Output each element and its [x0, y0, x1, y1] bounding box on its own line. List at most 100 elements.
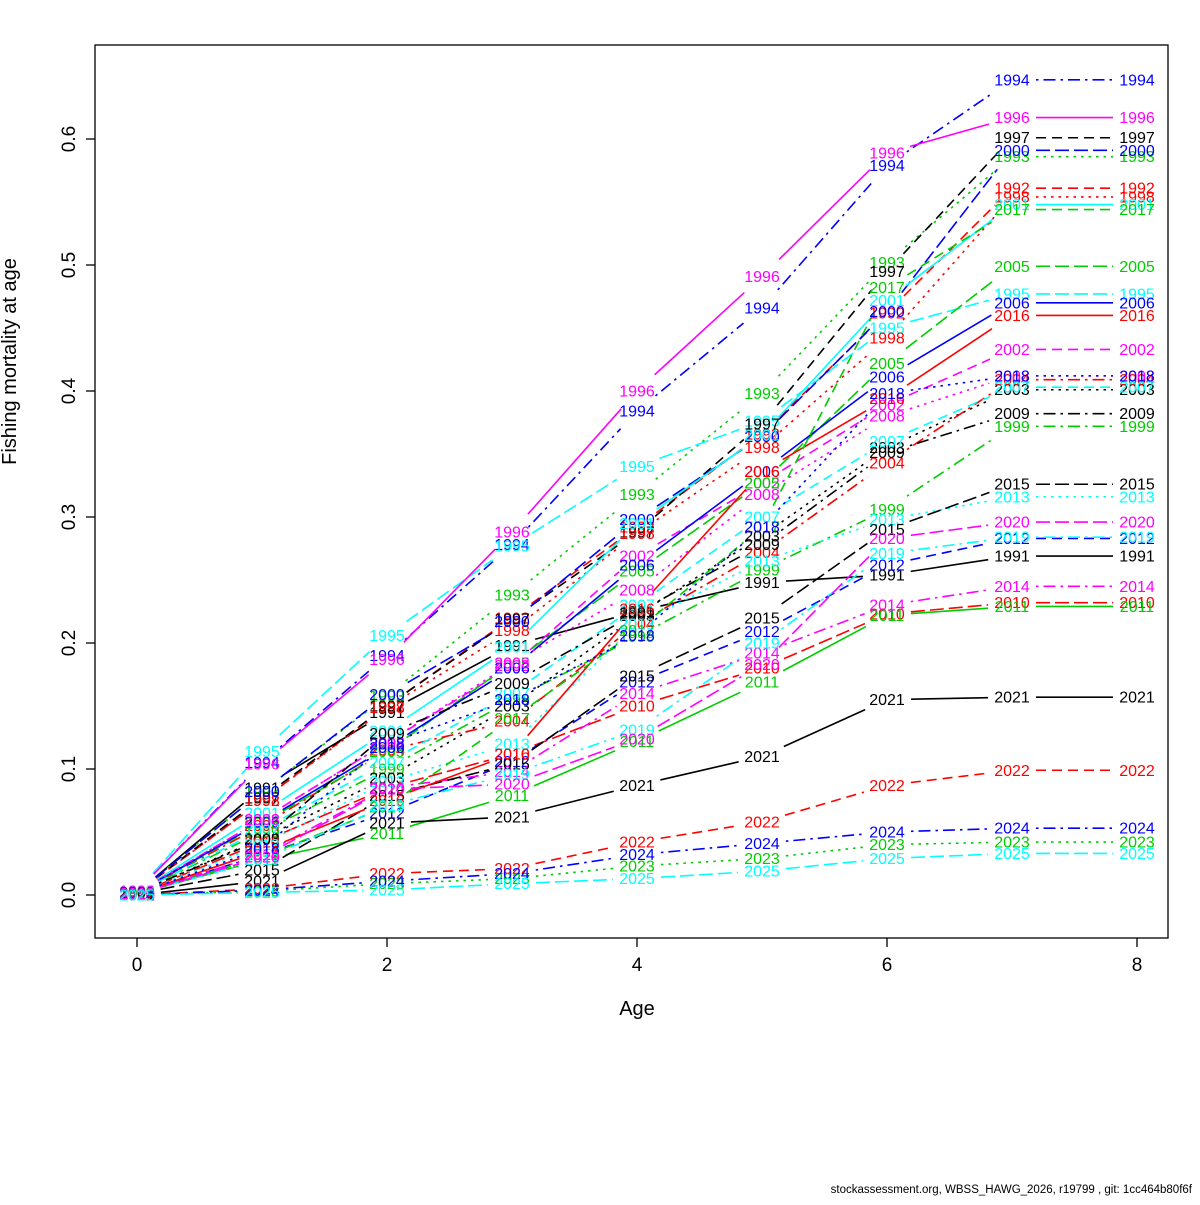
series-label-2017-age3: 2017	[494, 711, 530, 728]
y-tick-label: 0.3	[59, 504, 80, 530]
series-label-2013-age7: 2013	[994, 489, 1030, 506]
series-line-1996	[654, 291, 745, 376]
series-label-1999-age6: 1999	[869, 502, 905, 519]
series-label-2010-age1: 2010	[244, 835, 280, 852]
series-label-2002-age0: 2002	[119, 885, 155, 902]
series-line-2015	[658, 627, 741, 667]
series-label-2007-age2: 2007	[369, 755, 405, 772]
series-label-2018-age5: 2018	[744, 520, 780, 537]
series-line-1999	[283, 779, 366, 822]
series-line-1998	[656, 460, 743, 521]
series-line-2020	[410, 784, 489, 789]
series-label-2025-age3: 2025	[494, 876, 530, 893]
series-label-2010-age0: 2010	[119, 886, 155, 903]
x-axis-title: Age	[619, 998, 655, 1020]
series-line-1999	[906, 438, 993, 497]
series-label-2012-age4: 2012	[619, 675, 655, 692]
series-label-2024-age3: 2024	[494, 866, 530, 883]
series-label-1992-age0: 1992	[119, 885, 155, 902]
series-line-2016	[283, 808, 366, 843]
series-line-1998	[902, 214, 997, 321]
series-line-2019	[656, 656, 743, 717]
series-label-2022-age2: 2022	[369, 866, 405, 883]
series-line-2023	[535, 867, 614, 878]
series-label-2003-age5: 2003	[744, 528, 780, 545]
series-label-2004-age5: 2004	[744, 545, 780, 562]
y-tick-label: 0.1	[59, 756, 80, 782]
series-label-2014-age5: 2014	[744, 646, 780, 663]
series-label-1992-age1: 1992	[244, 793, 280, 810]
series-label-2007-age7: 2007	[994, 380, 1030, 397]
series-label-1996-age7: 1996	[994, 110, 1030, 127]
series-line-2015	[531, 688, 618, 751]
series-label-2021-age6: 2021	[869, 692, 905, 709]
series-label-2007-age0: 2007	[119, 885, 155, 902]
series-label-2012-age8: 2012	[1119, 531, 1155, 548]
series-line-2017	[772, 308, 877, 507]
series-label-2009-age3: 2009	[494, 676, 530, 693]
series-line-2002	[908, 358, 991, 396]
x-tick-label: 4	[632, 955, 643, 976]
series-line-2017	[906, 221, 993, 276]
series-line-1995	[152, 768, 247, 874]
series-label-2021-age4: 2021	[619, 778, 655, 795]
series-label-1995-age1: 1995	[244, 744, 280, 761]
series-line-2018	[532, 645, 617, 690]
series-label-2025-age4: 2025	[619, 871, 655, 888]
series-label-2016-age8: 2016	[1119, 308, 1155, 325]
series-line-2009	[279, 748, 370, 825]
series-line-1998	[530, 547, 619, 617]
series-label-1994-age4: 1994	[619, 404, 655, 421]
series-line-1999	[407, 710, 492, 759]
series-label-2014-age0: 2014	[119, 886, 155, 903]
series-label-2015-age7: 2015	[994, 477, 1030, 494]
series-label-2005-age7: 2005	[994, 259, 1030, 276]
series-label-2004-age8: 2004	[1119, 372, 1155, 389]
series-label-1999-age3: 1999	[494, 692, 530, 709]
series-label-1996-age6: 1996	[869, 145, 905, 162]
series-line-2022	[910, 772, 989, 784]
series-line-2006	[907, 314, 992, 366]
series-line-1997	[155, 811, 244, 879]
series-label-1992-age2: 1992	[369, 699, 405, 716]
series-line-2005	[406, 676, 493, 739]
series-label-2001-age7: 2001	[994, 197, 1030, 214]
series-label-2025-age0: 2025	[119, 888, 155, 905]
series-line-2024	[785, 833, 864, 842]
series-label-1994-age7: 1994	[994, 72, 1030, 89]
series-line-2021	[535, 790, 614, 812]
x-tick-label: 8	[1132, 955, 1143, 976]
series-label-2021-age5: 2021	[744, 749, 780, 766]
series-label-1997-age8: 1997	[1119, 130, 1155, 147]
series-line-2010	[409, 759, 490, 783]
series-label-1991-age7: 1991	[994, 549, 1030, 566]
series-line-2001	[656, 448, 743, 511]
series-label-1999-age1: 1999	[244, 825, 280, 842]
series-line-2019	[910, 539, 989, 552]
series-label-1992-age6: 1992	[869, 305, 905, 322]
series-label-2008-age6: 2008	[869, 409, 905, 426]
series-label-2012-age5: 2012	[744, 624, 780, 641]
series-label-2019-age7: 2019	[994, 530, 1030, 547]
series-label-2015-age4: 2015	[619, 668, 655, 685]
series-line-1999	[783, 519, 866, 561]
series-line-2001	[777, 317, 872, 419]
series-label-2020-age0: 2020	[119, 886, 155, 903]
series-label-2018-age1: 2018	[244, 841, 280, 858]
series-label-2016-age1: 2016	[244, 843, 280, 860]
series-label-2005-age0: 2005	[119, 885, 155, 902]
series-line-2014	[910, 589, 989, 603]
series-line-2018	[654, 542, 745, 621]
series-line-2007	[407, 704, 492, 752]
series-line-2020	[282, 799, 367, 847]
series-label-2004-age0: 2004	[119, 885, 155, 902]
series-label-2006-age4: 2006	[619, 557, 655, 574]
series-line-2025	[785, 860, 864, 870]
y-axis-title: Fishing mortality at age	[0, 258, 21, 465]
series-label-2015-age0: 2015	[119, 886, 155, 903]
y-tick-label: 0.0	[59, 882, 80, 908]
series-label-2016-age6: 2016	[869, 391, 905, 408]
series-label-1993-age7: 1993	[994, 149, 1030, 166]
series-label-1994-age6: 1994	[869, 158, 905, 175]
